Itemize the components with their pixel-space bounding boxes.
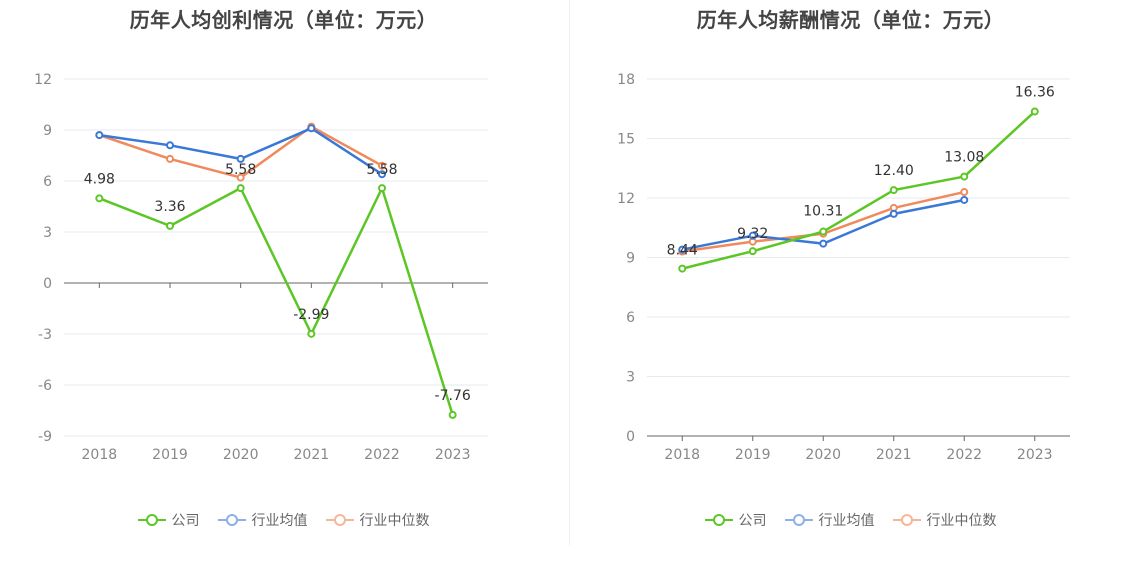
data-label: 3.36	[154, 199, 185, 215]
legend-industry-avg-icon	[784, 512, 813, 528]
x-tick-label: 2022	[364, 447, 400, 463]
data-point-industry-avg	[889, 209, 898, 218]
legend: 公司 行业均值 行业中位数	[567, 510, 1134, 530]
y-tick-label: 6	[43, 174, 52, 190]
series-line-company	[98, 186, 454, 416]
data-label: 4.98	[84, 171, 115, 187]
series-line-company	[681, 110, 1036, 270]
salary-chart-svg: 18 15 12 9 6 3 0 2018 2019 2020 2021 2022 2023 8.44 9.…	[617, 72, 1070, 463]
y-tick-label: -3	[38, 327, 52, 343]
legend-company-icon	[704, 512, 733, 528]
salary-per-capita-chart: 历年人均薪酬情况（单位：万元） 18 15 12 9 6 3 0 2018 2019 2020 20…	[567, 0, 1134, 582]
chart-title: 历年人均薪酬情况（单位：万元）	[696, 8, 1005, 32]
y-tick-label: 9	[43, 123, 52, 139]
data-point-company	[307, 329, 316, 338]
data-label: 13.08	[944, 150, 984, 166]
y-tick-label: 12	[617, 191, 635, 207]
data-label: 5.58	[366, 162, 397, 178]
data-label: -2.99	[293, 307, 329, 323]
legend-industry-avg-icon	[217, 512, 246, 528]
legend-item-industry-median[interactable]: 行业中位数	[325, 510, 430, 530]
chart-title: 历年人均创利情况（单位：万元）	[129, 8, 438, 32]
y-tick-label: -9	[38, 429, 52, 445]
data-label: 10.31	[803, 204, 843, 220]
data-point-company	[889, 186, 898, 195]
data-label: 9.32	[737, 226, 768, 242]
data-point-company	[960, 172, 969, 181]
data-point-company	[1030, 107, 1039, 116]
x-tick-label: 2021	[876, 447, 912, 463]
legend-industry-median-icon	[892, 512, 921, 528]
data-point-industry-avg	[95, 131, 104, 140]
data-point-industry-avg	[748, 231, 757, 240]
data-point-company	[819, 227, 828, 236]
legend-label: 行业均值	[818, 513, 875, 529]
legend: 公司 行业均值 行业中位数	[0, 510, 567, 530]
y-tick-label: 6	[626, 310, 635, 326]
legend-item-industry-avg[interactable]: 行业均值	[784, 510, 875, 530]
y-tick-label: 15	[617, 132, 635, 148]
data-point-industry-avg	[378, 170, 386, 179]
data-label: 12.40	[874, 163, 914, 179]
data-point-industry-median	[236, 173, 245, 182]
data-point-industry-median	[166, 154, 174, 163]
y-tick-label: 0	[626, 429, 635, 445]
data-point-industry-median	[378, 161, 386, 170]
data-point-industry-avg	[236, 154, 245, 163]
y-tick-label: 12	[34, 72, 52, 88]
legend-item-company[interactable]: 公司	[137, 510, 200, 530]
x-tick-label: 2020	[223, 447, 259, 463]
data-point-industry-avg	[307, 124, 316, 133]
x-tick-label: 2023	[1017, 447, 1053, 463]
legend-item-company[interactable]: 公司	[704, 510, 767, 530]
legend-label: 公司	[171, 513, 200, 529]
legend-label: 行业中位数	[359, 513, 430, 529]
profit-per-capita-chart: 历年人均创利情况（单位：万元） 12 9 6 3 0 -3 -6 -9 2018 2019 2020…	[0, 8, 567, 530]
data-point-company	[448, 410, 457, 419]
data-point-company	[678, 264, 687, 273]
data-point-company	[378, 184, 386, 193]
data-point-industry-avg	[819, 239, 828, 248]
x-tick-label: 2021	[294, 447, 330, 463]
x-tick-label: 2019	[152, 447, 188, 463]
x-tick-label: 2019	[735, 447, 771, 463]
y-tick-label: 18	[617, 72, 635, 88]
x-tick-label: 2018	[82, 447, 118, 463]
panel-divider	[569, 0, 570, 545]
data-point-company	[166, 221, 174, 230]
legend-label: 公司	[738, 513, 767, 529]
data-point-industry-median	[960, 188, 969, 197]
legend-item-industry-median[interactable]: 行业中位数	[892, 510, 997, 530]
data-label: 5.58	[225, 162, 256, 178]
data-point-company	[95, 194, 104, 203]
y-tick-label: 0	[43, 276, 52, 292]
data-point-industry-avg	[960, 195, 969, 204]
profit-chart-svg: 12 9 6 3 0 -3 -6 -9 2018 2019 2020 2021 2022 2023 4.98…	[34, 72, 488, 463]
x-tick-label: 2022	[946, 447, 982, 463]
y-tick-label: 9	[626, 251, 635, 267]
data-point-company	[236, 184, 245, 193]
data-point-company	[748, 247, 757, 256]
data-point-industry-avg	[166, 141, 174, 150]
data-label: -7.76	[435, 388, 471, 404]
legend-company-icon	[137, 512, 166, 528]
y-tick-label: 3	[626, 370, 635, 386]
x-tick-label: 2020	[805, 447, 841, 463]
data-label: 16.36	[1015, 85, 1055, 101]
legend-label: 行业中位数	[926, 513, 997, 529]
y-tick-label: -6	[38, 378, 52, 394]
data-label: 8.44	[667, 243, 698, 259]
x-tick-label: 2018	[664, 447, 700, 463]
data-point-industry-avg	[678, 245, 687, 254]
y-tick-label: 3	[43, 225, 52, 241]
x-tick-label: 2023	[435, 447, 471, 463]
legend-item-industry-avg[interactable]: 行业均值	[217, 510, 308, 530]
legend-label: 行业均值	[251, 513, 308, 529]
legend-industry-median-icon	[325, 512, 354, 528]
